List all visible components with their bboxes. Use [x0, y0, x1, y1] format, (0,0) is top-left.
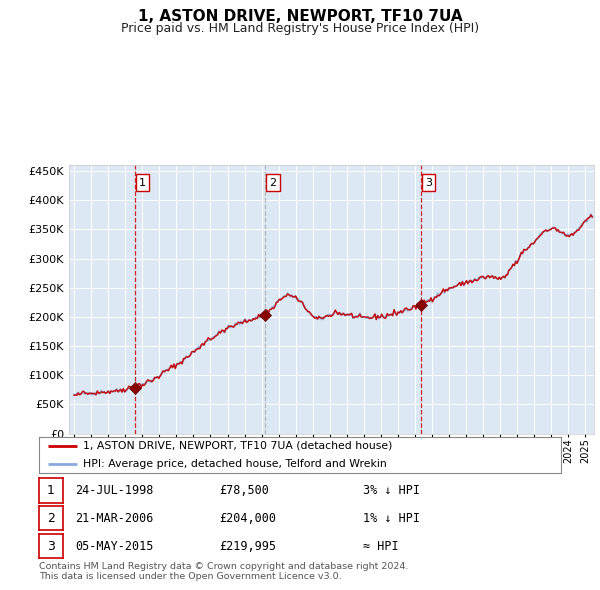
- Text: 1, ASTON DRIVE, NEWPORT, TF10 7UA: 1, ASTON DRIVE, NEWPORT, TF10 7UA: [137, 9, 463, 24]
- Text: HPI: Average price, detached house, Telford and Wrekin: HPI: Average price, detached house, Telf…: [83, 459, 387, 469]
- Text: 3% ↓ HPI: 3% ↓ HPI: [363, 484, 420, 497]
- Text: ≈ HPI: ≈ HPI: [363, 539, 398, 553]
- Text: 3: 3: [47, 539, 55, 553]
- Text: 1: 1: [47, 484, 55, 497]
- Text: 21-MAR-2006: 21-MAR-2006: [75, 512, 154, 525]
- Text: 2: 2: [269, 178, 277, 188]
- Text: 1: 1: [139, 178, 146, 188]
- Text: 24-JUL-1998: 24-JUL-1998: [75, 484, 154, 497]
- Text: Contains HM Land Registry data © Crown copyright and database right 2024.
This d: Contains HM Land Registry data © Crown c…: [39, 562, 409, 581]
- Text: 3: 3: [425, 178, 432, 188]
- Text: £219,995: £219,995: [219, 539, 276, 553]
- Text: Price paid vs. HM Land Registry's House Price Index (HPI): Price paid vs. HM Land Registry's House …: [121, 22, 479, 35]
- Text: 1% ↓ HPI: 1% ↓ HPI: [363, 512, 420, 525]
- Text: £204,000: £204,000: [219, 512, 276, 525]
- Text: 05-MAY-2015: 05-MAY-2015: [75, 539, 154, 553]
- Text: 1, ASTON DRIVE, NEWPORT, TF10 7UA (detached house): 1, ASTON DRIVE, NEWPORT, TF10 7UA (detac…: [83, 441, 393, 451]
- Text: 2: 2: [47, 512, 55, 525]
- Text: £78,500: £78,500: [219, 484, 269, 497]
